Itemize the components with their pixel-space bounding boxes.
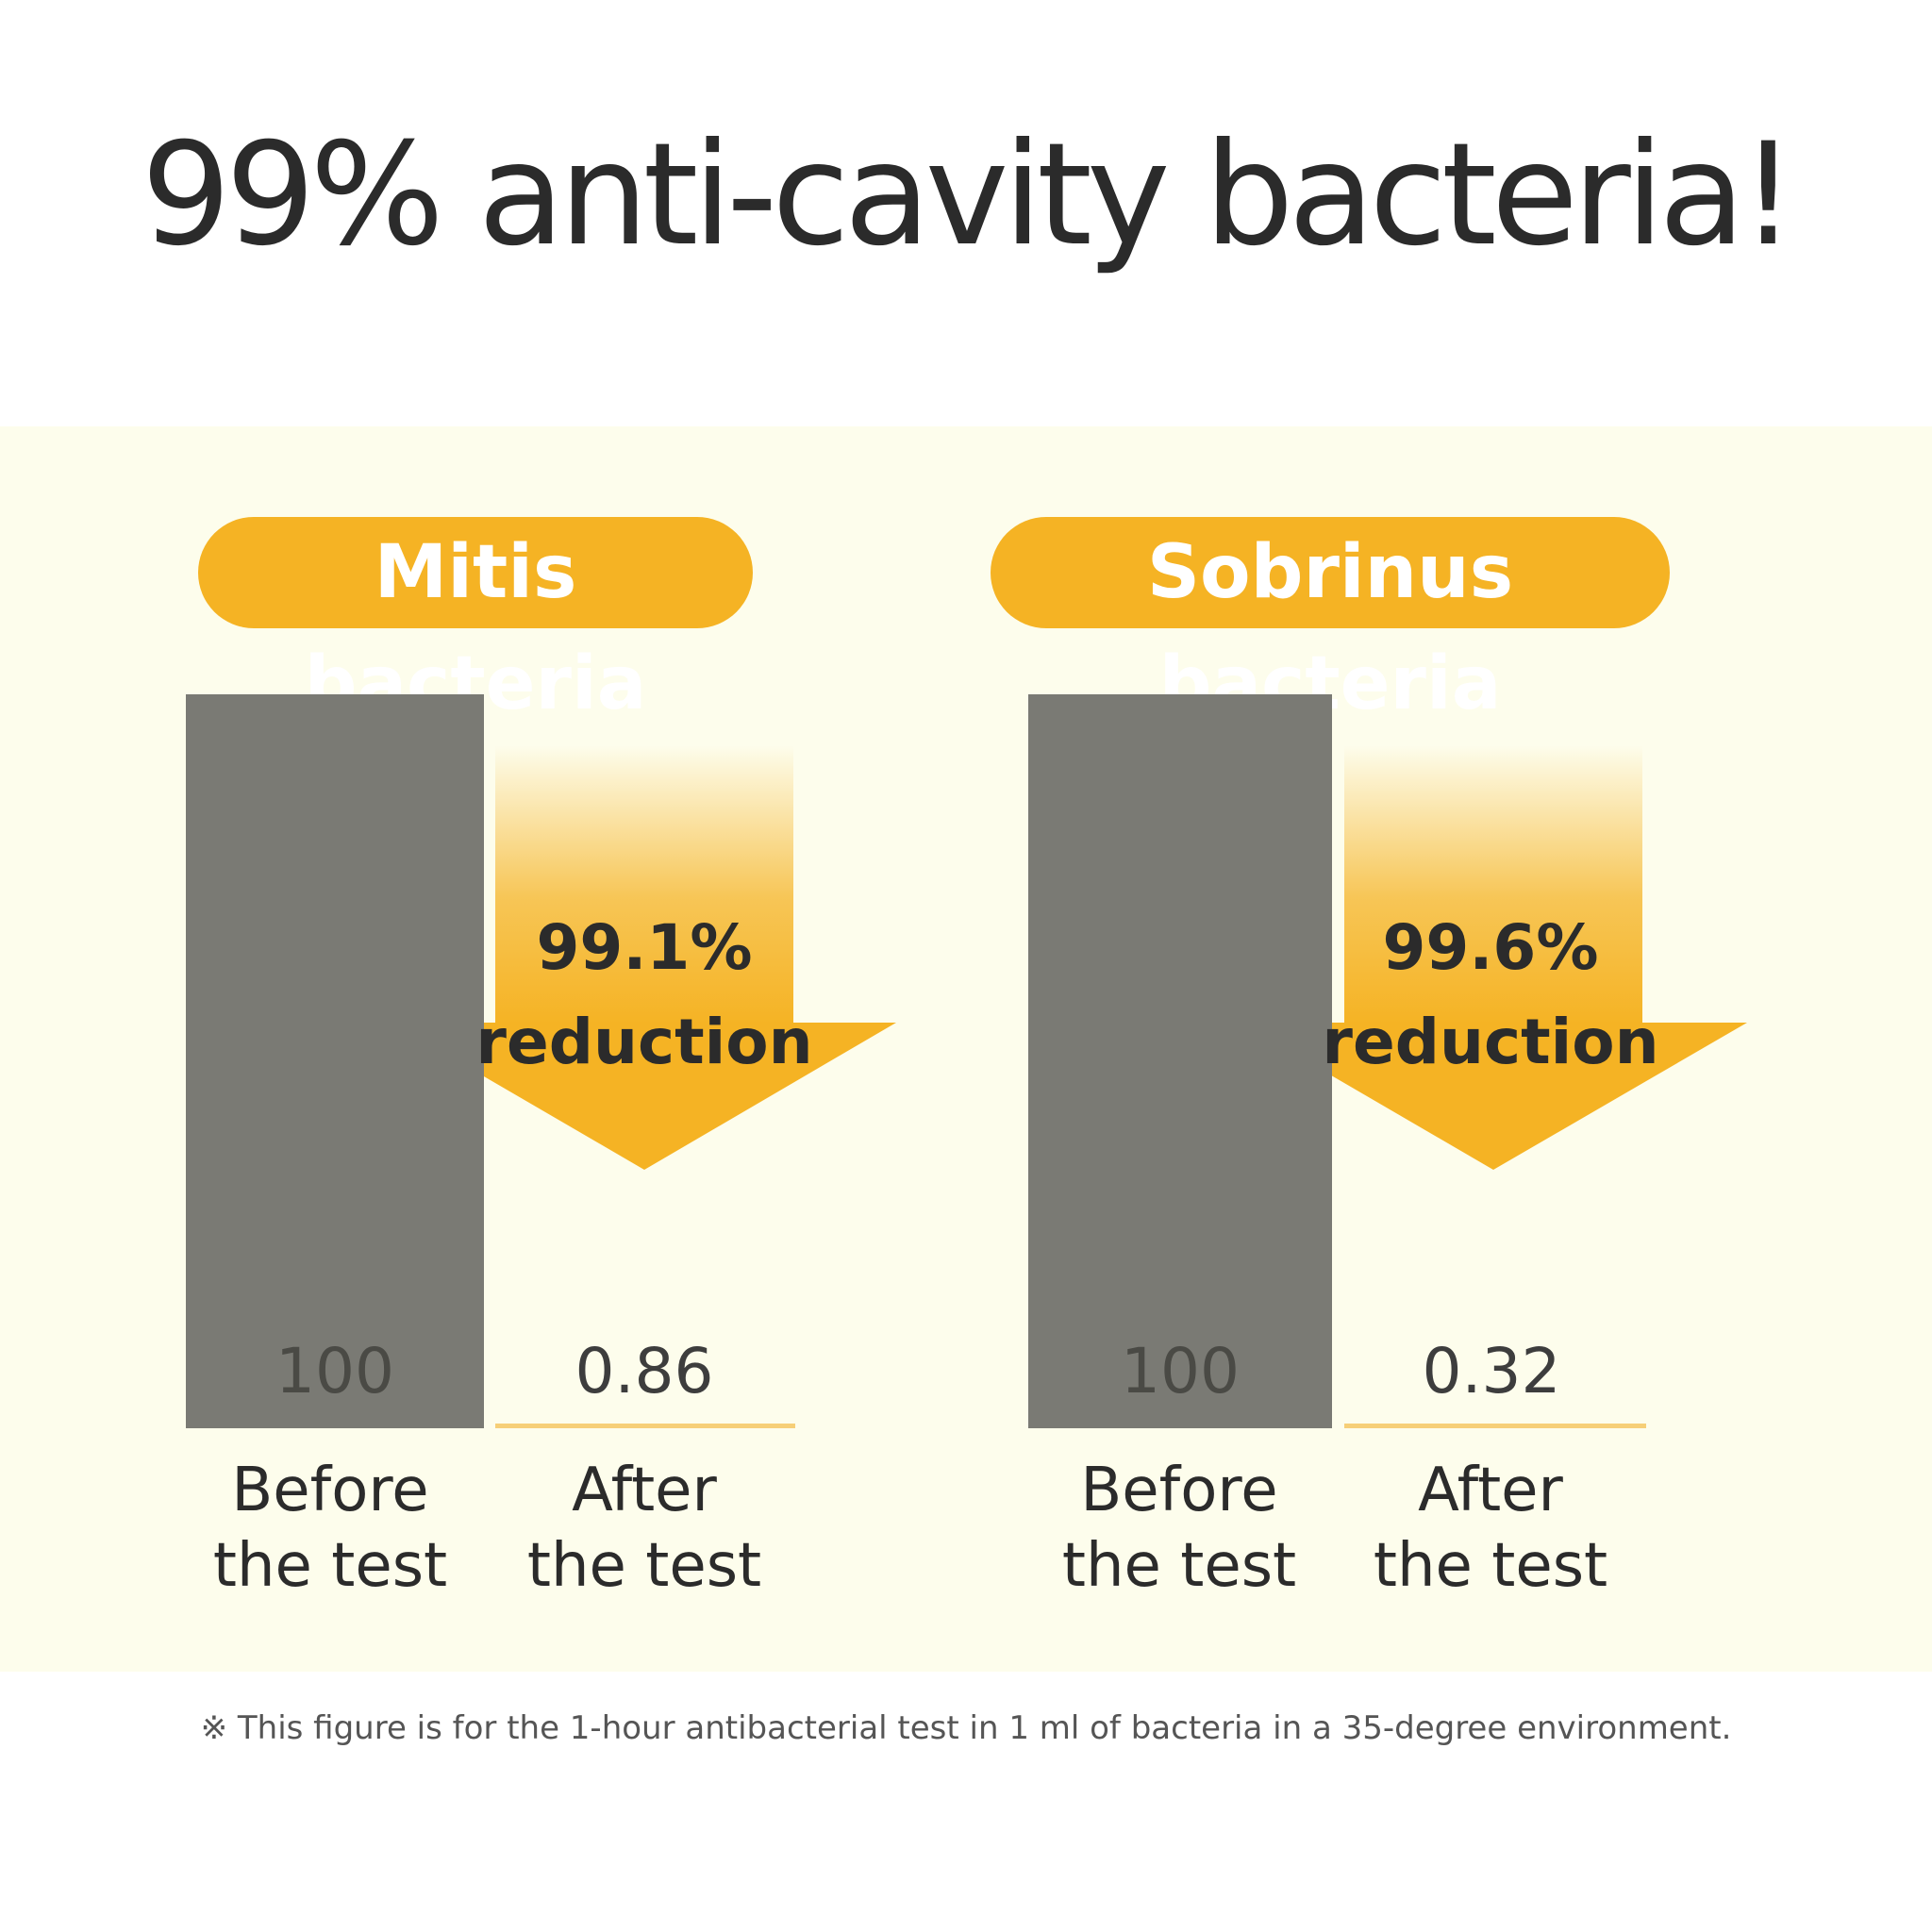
reduction-percent-mitis: 99.1%: [536, 911, 753, 984]
footnote: ※ This figure is for the 1-hour antibact…: [200, 1709, 1732, 1747]
chart-title-mitis: Mitis bacteria: [198, 517, 753, 726]
reduction-percent-sobrinus: 99.6%: [1382, 911, 1599, 984]
reduction-arrow-1: [1241, 745, 1747, 1170]
value-label-after-mitis: 0.86: [575, 1335, 714, 1407]
value-label-before-sobrinus: 100: [1121, 1335, 1240, 1407]
category-label-before-mitis: Before the test: [212, 1456, 448, 1601]
category-label-after-sobrinus: After the test: [1373, 1456, 1608, 1601]
value-label-before-mitis: 100: [275, 1335, 394, 1407]
category-label-before-sobrinus: Before the test: [1061, 1456, 1297, 1601]
bar-after-mitis: [495, 1424, 795, 1428]
bar-before-mitis: [186, 694, 484, 1428]
value-label-after-sobrinus: 0.32: [1422, 1335, 1561, 1407]
reduction-label-sobrinus: reduction: [1322, 1006, 1659, 1078]
category-label-after-mitis: After the test: [526, 1456, 762, 1601]
bar-before-sobrinus: [1028, 694, 1332, 1428]
reduction-label-mitis: reduction: [475, 1006, 813, 1078]
bar-after-sobrinus: [1344, 1424, 1646, 1428]
reduction-arrow-0: [391, 745, 896, 1170]
page-title: 99% anti-cavity bacteria!: [141, 113, 1797, 277]
chart-title-sobrinus: Sobrinus bacteria: [991, 517, 1670, 726]
